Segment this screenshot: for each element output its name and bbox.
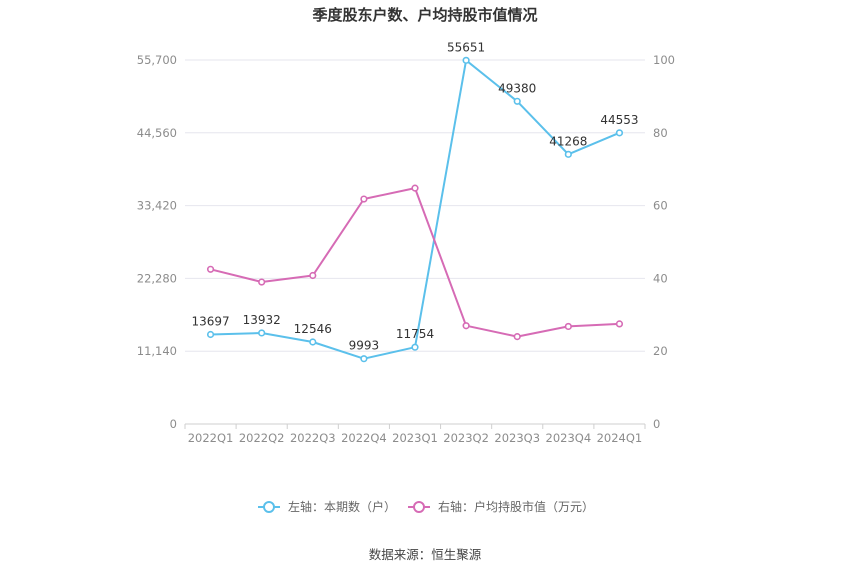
avg-value-point	[513, 333, 521, 341]
households-point	[513, 97, 521, 105]
households-data-label: 9993	[349, 339, 380, 353]
x-axis-tick-label: 2023Q2	[443, 431, 489, 445]
series-lines	[206, 56, 624, 363]
legend-marker-avg-value	[413, 501, 425, 513]
legend-label-avg-value: 右轴：户均持股市值（万元）	[438, 499, 594, 514]
avg-value-point	[309, 271, 317, 280]
households-data-label: 41268	[549, 134, 587, 148]
households-point	[360, 355, 368, 363]
x-axis-tick-label: 2023Q1	[392, 431, 438, 445]
x-axis-tick-label: 2023Q3	[494, 431, 540, 445]
x-axis-tick-label: 2024Q1	[597, 431, 643, 445]
households-data-label: 49380	[498, 81, 536, 95]
axes: 0 11,140 22,280 33,420 44,560 55,700 0 20 40 60 80…	[137, 53, 675, 445]
data-source: 数据来源：恒生聚源	[369, 547, 482, 562]
x-axis-tick-label: 2022Q1	[188, 431, 234, 445]
right-axis-tick-label: 80	[653, 126, 668, 140]
households-point	[564, 150, 572, 158]
left-axis-tick-label: 44,560	[137, 126, 177, 140]
avg-value-point	[360, 195, 368, 203]
x-axis-tick-label: 2023Q4	[546, 431, 592, 445]
x-axis-tick-label: 2022Q3	[290, 431, 336, 445]
x-axis-tick-label: 2022Q2	[239, 431, 285, 445]
households-data-label: 12546	[294, 322, 332, 336]
legend-label-households: 左轴：本期数（户）	[288, 499, 396, 514]
x-axis-tick-label: 2022Q4	[341, 431, 387, 445]
households-data-label: 13932	[243, 313, 281, 327]
left-axis-tick-label: 0	[170, 417, 177, 431]
avg-value-point	[258, 278, 266, 286]
avg-value-point	[615, 320, 624, 328]
right-axis-tick-label: 60	[653, 199, 668, 213]
households-point	[462, 56, 470, 64]
households-data-label: 11754	[396, 327, 434, 341]
left-axis-tick-label: 22,280	[137, 271, 177, 285]
households-data-label: 44553	[600, 113, 638, 127]
households-point	[309, 338, 317, 346]
households-point	[258, 329, 266, 337]
households-point	[615, 129, 624, 137]
right-axis-tick-label: 20	[653, 344, 668, 358]
right-axis-tick-label: 100	[653, 53, 675, 67]
grid-lines	[185, 59, 645, 425]
avg-value-point	[206, 265, 215, 273]
avg-value-point	[564, 322, 572, 331]
left-axis-tick-label: 11,140	[137, 344, 177, 358]
chart-title: 季度股东户数、户均持股市值情况	[312, 6, 537, 24]
left-axis-tick-label: 33,420	[137, 199, 177, 213]
legend-marker-households	[263, 501, 275, 513]
avg-value-point	[411, 184, 419, 192]
households-data-label: 13697	[191, 314, 229, 328]
legend: 左轴：本期数（户） 右轴：户均持股市值（万元）	[258, 499, 594, 514]
households-data-label: 55651	[447, 40, 485, 54]
avg-value-point	[462, 322, 470, 330]
legend-item-left-series[interactable]: 左轴：本期数（户）	[258, 499, 396, 514]
households-point	[206, 330, 215, 339]
legend-item-right-series[interactable]: 右轴：户均持股市值（万元）	[408, 499, 594, 514]
data-labels: 13697 13932 12546 9993 11754 55651 49380 41268 4…	[191, 40, 638, 352]
households-point	[411, 343, 419, 351]
left-axis-tick-label: 55,700	[137, 53, 177, 67]
right-axis-tick-label: 40	[653, 271, 668, 285]
right-axis-tick-label: 0	[653, 417, 660, 431]
